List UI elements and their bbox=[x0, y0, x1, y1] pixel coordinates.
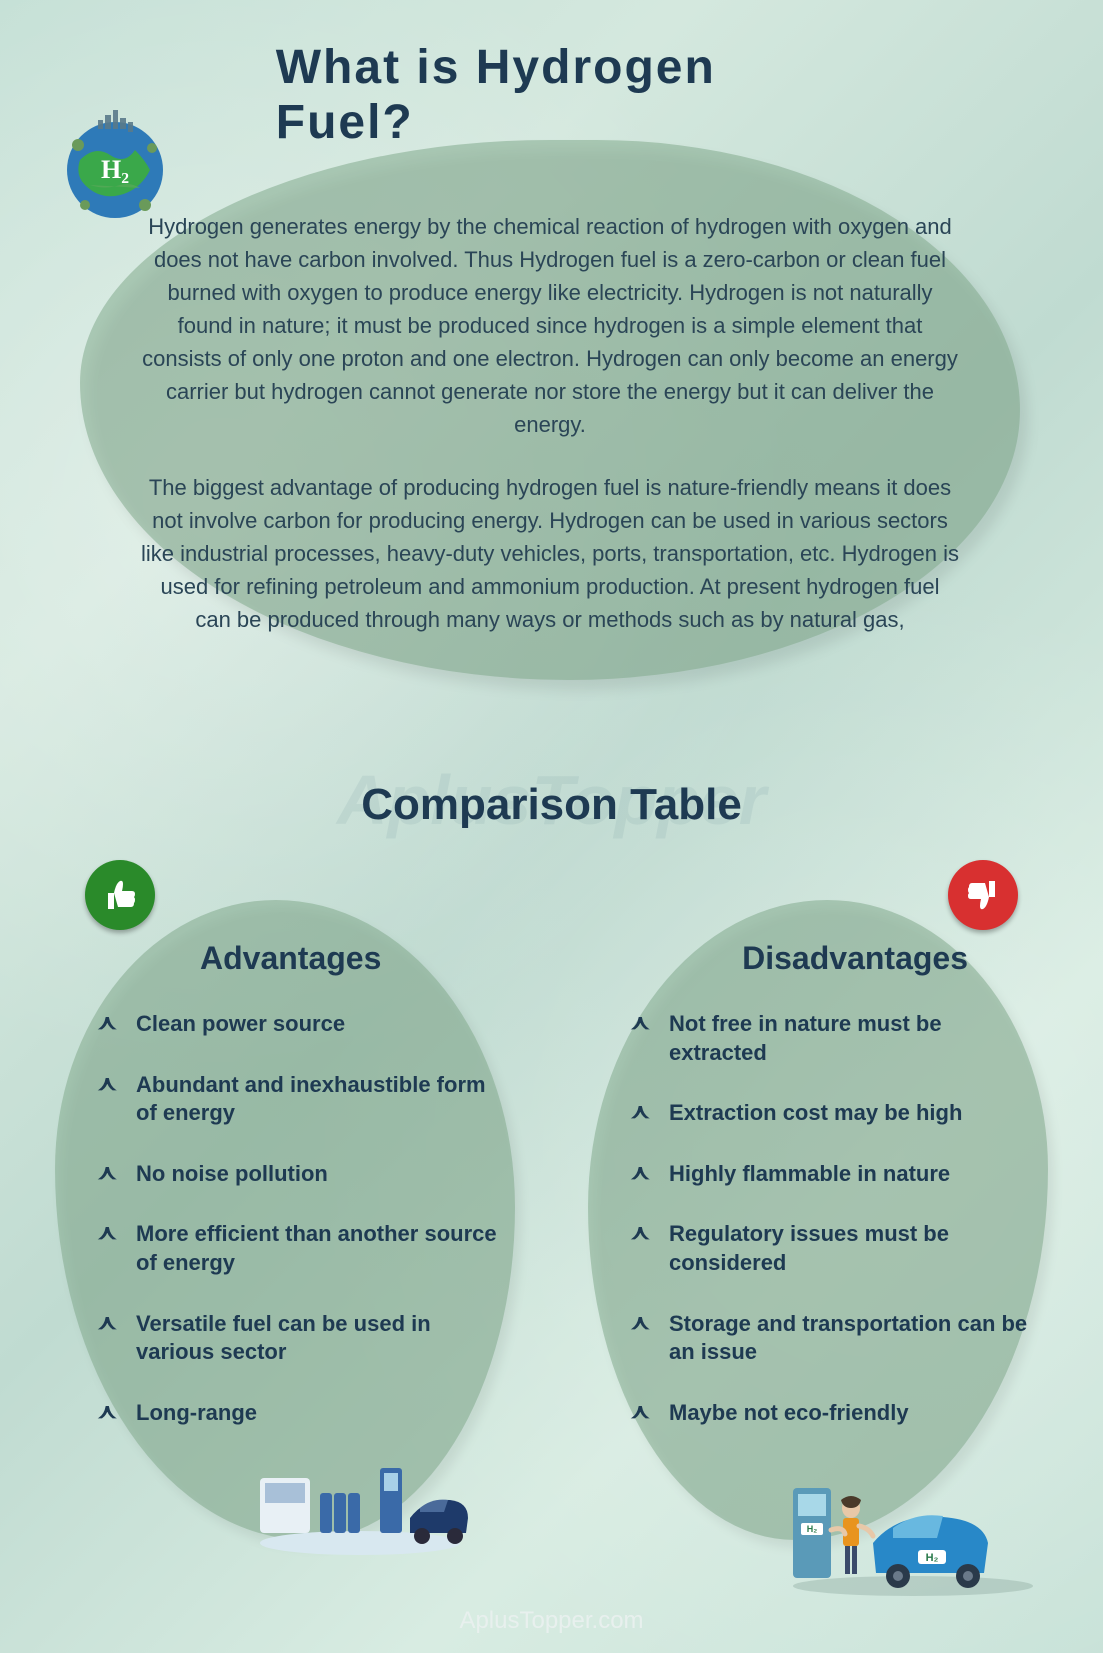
comparison-section-title: Comparison Table bbox=[361, 780, 742, 830]
thumbs-up-icon bbox=[85, 860, 155, 930]
intro-paragraph-2: The biggest advantage of producing hydro… bbox=[140, 471, 960, 636]
list-item: Abundant and inexhaustible form of energ… bbox=[100, 1071, 500, 1128]
list-item: Storage and transportation can be an iss… bbox=[633, 1310, 1033, 1367]
list-item: Regulatory issues must be considered bbox=[633, 1220, 1033, 1277]
footer-credit: AplusTopper.com bbox=[459, 1607, 643, 1635]
thumbs-down-icon bbox=[948, 860, 1018, 930]
list-item: Highly flammable in nature bbox=[633, 1160, 1033, 1189]
list-item: More efficient than another source of en… bbox=[100, 1220, 500, 1277]
list-item: Maybe not eco-friendly bbox=[633, 1399, 1033, 1428]
advantages-list: Clean power source Abundant and inexhaus… bbox=[100, 1010, 500, 1459]
intro-paragraph-1: Hydrogen generates energy by the chemica… bbox=[140, 210, 960, 441]
list-item: Long-range bbox=[100, 1399, 500, 1428]
intro-text-block: Hydrogen generates energy by the chemica… bbox=[140, 210, 960, 636]
disadvantages-title: Disadvantages bbox=[742, 940, 968, 977]
advantages-title: Advantages bbox=[200, 940, 381, 977]
list-item: Extraction cost may be high bbox=[633, 1099, 1033, 1128]
h2-station-illustration: H₂ H₂ bbox=[783, 1468, 1043, 1598]
list-item: Clean power source bbox=[100, 1010, 500, 1039]
fuel-station-illustration bbox=[250, 1438, 470, 1558]
svg-text:H₂: H₂ bbox=[926, 1552, 939, 1564]
list-item: Versatile fuel can be used in various se… bbox=[100, 1310, 500, 1367]
svg-text:H₂: H₂ bbox=[101, 155, 129, 184]
list-item: Not free in nature must be extracted bbox=[633, 1010, 1033, 1067]
svg-text:H₂: H₂ bbox=[807, 1524, 818, 1534]
list-item: No noise pollution bbox=[100, 1160, 500, 1189]
page-title: What is Hydrogen Fuel? bbox=[276, 40, 828, 150]
disadvantages-list: Not free in nature must be extracted Ext… bbox=[633, 1010, 1033, 1459]
